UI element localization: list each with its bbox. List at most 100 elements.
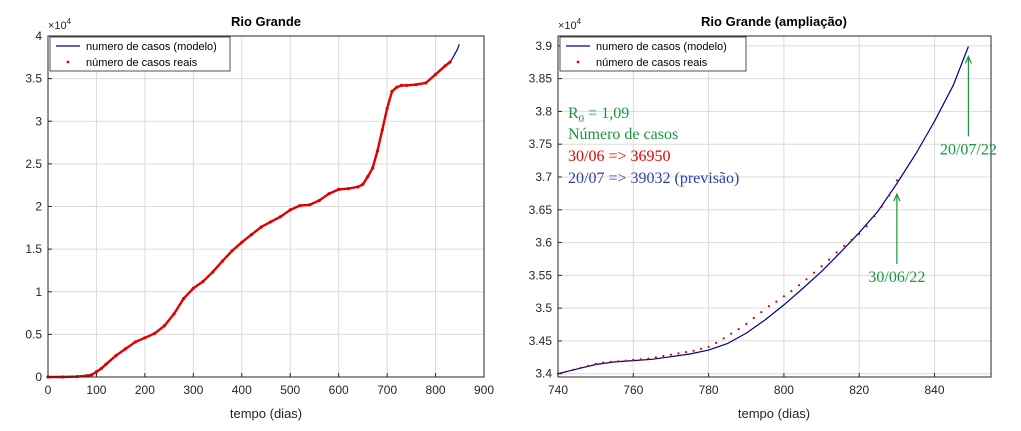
- data-point-real: [220, 259, 224, 263]
- data-point-real: [143, 336, 147, 340]
- legend-dot-swatch: [576, 60, 580, 64]
- data-point-real: [572, 368, 575, 371]
- legend-entry-real: número de casos reais: [596, 57, 708, 69]
- data-point-real: [895, 179, 899, 182]
- x-tick-label: 600: [329, 383, 349, 397]
- data-point-real: [414, 83, 418, 87]
- x-tick-label: 500: [280, 383, 300, 397]
- data-point-real: [380, 128, 384, 132]
- legend-entry-model: numero de casos (modelo): [86, 41, 217, 53]
- data-point-real: [647, 357, 650, 360]
- data-point-real: [346, 187, 350, 191]
- data-point-real: [617, 360, 620, 363]
- data-point-real: [104, 362, 108, 366]
- chart-panel-left: 0 100 200 300 400 500 600 700 800 900 0 0.5 1 1.5 2 2.5…: [25, 14, 494, 421]
- x-tick-label: 840: [925, 383, 945, 397]
- ticks-left: 0 100 200 300 400 500 600 700 800 900 0 0.5 1 1.5 2 2.5…: [25, 29, 494, 397]
- y-tick-label: 2.5: [25, 157, 42, 171]
- arrow-annotations: 30/06/22 20/07/22: [868, 54, 997, 286]
- data-point-real: [684, 351, 688, 354]
- data-point-real: [172, 312, 176, 316]
- data-point-real: [288, 208, 292, 212]
- data-point-real: [820, 265, 823, 268]
- data-point-real: [90, 373, 94, 377]
- data-point-real: [385, 106, 389, 111]
- data-point-real: [805, 278, 808, 281]
- data-point-real: [669, 353, 673, 356]
- data-point-real: [835, 251, 838, 254]
- data-point-real: [443, 64, 447, 68]
- y-tick-label: 3.7: [535, 170, 552, 184]
- data-point-real: [587, 364, 590, 367]
- data-point-real: [114, 354, 118, 358]
- series-line-model: [557, 46, 969, 375]
- data-point-real: [269, 220, 273, 224]
- data-point-real: [880, 205, 883, 208]
- x-tick-label: 100: [86, 383, 106, 397]
- data-point-real: [767, 305, 771, 308]
- data-point-real: [624, 359, 627, 362]
- data-point-real: [308, 203, 312, 207]
- annotation-arrow-label: 20/07/22: [940, 141, 997, 158]
- data-point-real: [654, 356, 658, 359]
- x-tick-label: 400: [232, 383, 252, 397]
- x-tick-label: 0: [45, 383, 52, 397]
- data-point-real: [700, 347, 703, 350]
- legend-right: numero de casos (modelo) número de casos…: [559, 36, 747, 72]
- data-point-real: [850, 238, 853, 241]
- x-tick-label: 900: [474, 383, 494, 397]
- series-left: [46, 44, 460, 379]
- data-point-real: [737, 328, 740, 331]
- data-point-real: [99, 366, 103, 371]
- data-point-real: [337, 187, 341, 191]
- x-tick-label: 740: [548, 383, 568, 397]
- data-point-real: [609, 360, 612, 363]
- y-tick-label: 2: [35, 200, 42, 214]
- data-point-real: [448, 60, 452, 64]
- legend-dot-swatch: [66, 60, 70, 64]
- data-point-real: [317, 198, 321, 203]
- x-tick-label: 820: [849, 383, 869, 397]
- y-tick-label: 3.8: [535, 104, 552, 118]
- data-point-real: [123, 347, 128, 351]
- data-point-real: [752, 316, 755, 320]
- data-point-real: [639, 358, 642, 361]
- r0-annotation: R0 = 1,09: [568, 105, 629, 125]
- data-point-real: [133, 340, 137, 344]
- data-point-real: [249, 233, 254, 237]
- data-point-real: [278, 215, 283, 219]
- data-point-real: [201, 279, 205, 284]
- data-point-real: [662, 354, 665, 358]
- data-point-real: [812, 271, 816, 274]
- data-point-real: [191, 286, 195, 290]
- legend-left: numero de casos (modelo) número de casos…: [49, 36, 231, 72]
- y-tick-label: 3.75: [529, 137, 553, 151]
- data-point-real: [361, 182, 365, 186]
- chart-title-left: Rio Grande: [231, 14, 301, 29]
- data-point-real: [632, 358, 635, 361]
- x-tick-label: 200: [135, 383, 155, 397]
- data-point-real: [182, 297, 186, 301]
- data-point-real: [760, 311, 763, 314]
- series-line-model: [449, 44, 460, 63]
- data-point-real: [677, 352, 680, 355]
- data-point-real: [888, 194, 891, 197]
- x-tick-label: 300: [183, 383, 203, 397]
- annotation-arrow-label: 30/06/22: [868, 269, 925, 286]
- x-axis-label-right: tempo (dias): [738, 406, 810, 421]
- data-point-real: [797, 284, 801, 287]
- real-cases-annotation: 30/06 => 36950: [568, 148, 671, 165]
- data-point-real: [259, 225, 263, 229]
- data-point-real: [858, 232, 861, 236]
- legend-entry-model: numero de casos (modelo): [596, 41, 727, 53]
- data-point-real: [775, 300, 778, 303]
- ticks-right: 740 760 780 800 820 840 3.4 3.45 3.5 3.55 3.6 3.65 3…: [529, 39, 945, 397]
- data-point-real: [211, 270, 215, 274]
- data-point-real: [594, 362, 597, 365]
- y-tick-label: 1.5: [25, 242, 42, 256]
- data-point-real: [579, 366, 582, 369]
- data-point-real: [404, 83, 409, 87]
- data-point-real: [424, 81, 428, 85]
- y-tick-label: 3.4: [535, 367, 552, 381]
